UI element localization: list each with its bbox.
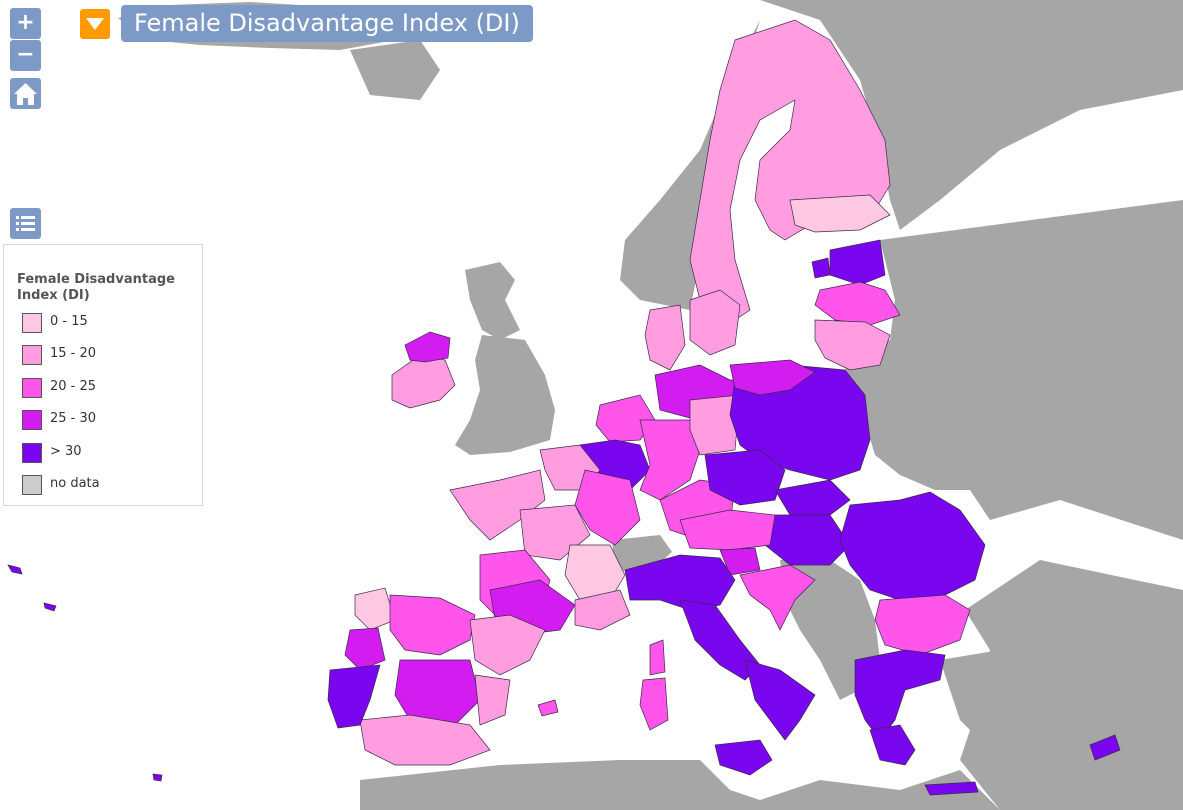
zoom-out-button[interactable]: − <box>10 40 41 71</box>
legend-swatch <box>22 475 42 495</box>
region-bulgaria[interactable] <box>874 594 971 656</box>
region-crete[interactable] <box>924 781 979 796</box>
region-galicia[interactable] <box>354 587 396 631</box>
region-sweden-south[interactable] <box>689 289 741 356</box>
legend-swatch <box>22 410 42 430</box>
region-greece-peloponnese[interactable] <box>869 724 916 766</box>
region-germany-east[interactable] <box>689 394 741 456</box>
region-romania[interactable] <box>839 491 986 601</box>
region-portugal-south[interactable] <box>327 664 381 729</box>
region-austria[interactable] <box>679 509 776 551</box>
map-title: Female Disadvantage Index (DI) <box>121 5 533 42</box>
region-andalusia[interactable] <box>359 714 491 766</box>
eu-regions <box>7 19 1121 796</box>
england-wales <box>455 335 555 455</box>
russia-belarus-ukraine <box>845 200 1183 540</box>
legend-swatch <box>22 443 42 463</box>
region-portugal-north[interactable] <box>344 627 386 671</box>
home-button[interactable] <box>10 78 41 109</box>
svalbard-fragment <box>350 40 440 100</box>
legend-toggle-button[interactable] <box>10 208 41 239</box>
north-africa <box>360 760 1000 810</box>
region-latvia[interactable] <box>814 281 901 326</box>
legend-panel: Female Disadvantage Index (DI) 0 - 15 15… <box>3 244 203 506</box>
region-madeira[interactable] <box>152 773 163 782</box>
region-azores[interactable] <box>7 564 57 612</box>
region-balearic[interactable] <box>537 699 559 717</box>
region-estonia[interactable] <box>829 239 886 286</box>
region-slovakia[interactable] <box>774 479 851 516</box>
scotland <box>465 262 520 340</box>
region-italy-north[interactable] <box>624 554 736 611</box>
legend-label: 20 - 25 <box>50 379 97 394</box>
region-corsica[interactable] <box>649 639 666 676</box>
region-scandinavia-north[interactable] <box>689 19 891 331</box>
region-spain-northeast[interactable] <box>469 614 546 676</box>
legend-label: no data <box>50 476 100 491</box>
region-poland-north[interactable] <box>729 359 816 396</box>
norway-landmass <box>540 0 1183 230</box>
chevron-down-icon <box>86 18 104 30</box>
region-czechia[interactable] <box>704 449 786 506</box>
region-estonia-islands[interactable] <box>811 257 831 279</box>
home-icon <box>14 83 37 105</box>
region-netherlands[interactable] <box>595 394 656 443</box>
region-croatia[interactable] <box>739 564 816 631</box>
region-sardinia[interactable] <box>639 677 669 731</box>
legend-label: 0 - 15 <box>50 314 88 329</box>
legend-swatch <box>22 313 42 333</box>
region-greece[interactable] <box>854 649 946 741</box>
legend-title: Female Disadvantage Index (DI) <box>17 272 175 303</box>
legend-label: 25 - 30 <box>50 411 97 426</box>
region-denmark[interactable] <box>644 304 686 371</box>
region-provence[interactable] <box>574 589 631 631</box>
legend-label: 15 - 20 <box>50 346 97 361</box>
title-toggle-button[interactable] <box>80 9 110 39</box>
legend-label: > 30 <box>50 444 82 459</box>
region-italy-south[interactable] <box>744 659 816 741</box>
legend-swatch <box>22 378 42 398</box>
region-northern-ireland[interactable] <box>404 331 451 363</box>
region-cyprus[interactable] <box>1089 734 1121 761</box>
region-slovenia[interactable] <box>719 547 761 576</box>
region-spain-north[interactable] <box>389 594 476 656</box>
region-sicily[interactable] <box>714 739 773 776</box>
turkey <box>940 640 1183 760</box>
region-spain-east[interactable] <box>474 674 511 726</box>
legend-swatch <box>22 345 42 365</box>
region-lithuania[interactable] <box>814 319 891 371</box>
list-icon <box>16 216 35 231</box>
zoom-in-button[interactable]: + <box>10 8 41 39</box>
region-finland-south[interactable] <box>789 194 891 233</box>
